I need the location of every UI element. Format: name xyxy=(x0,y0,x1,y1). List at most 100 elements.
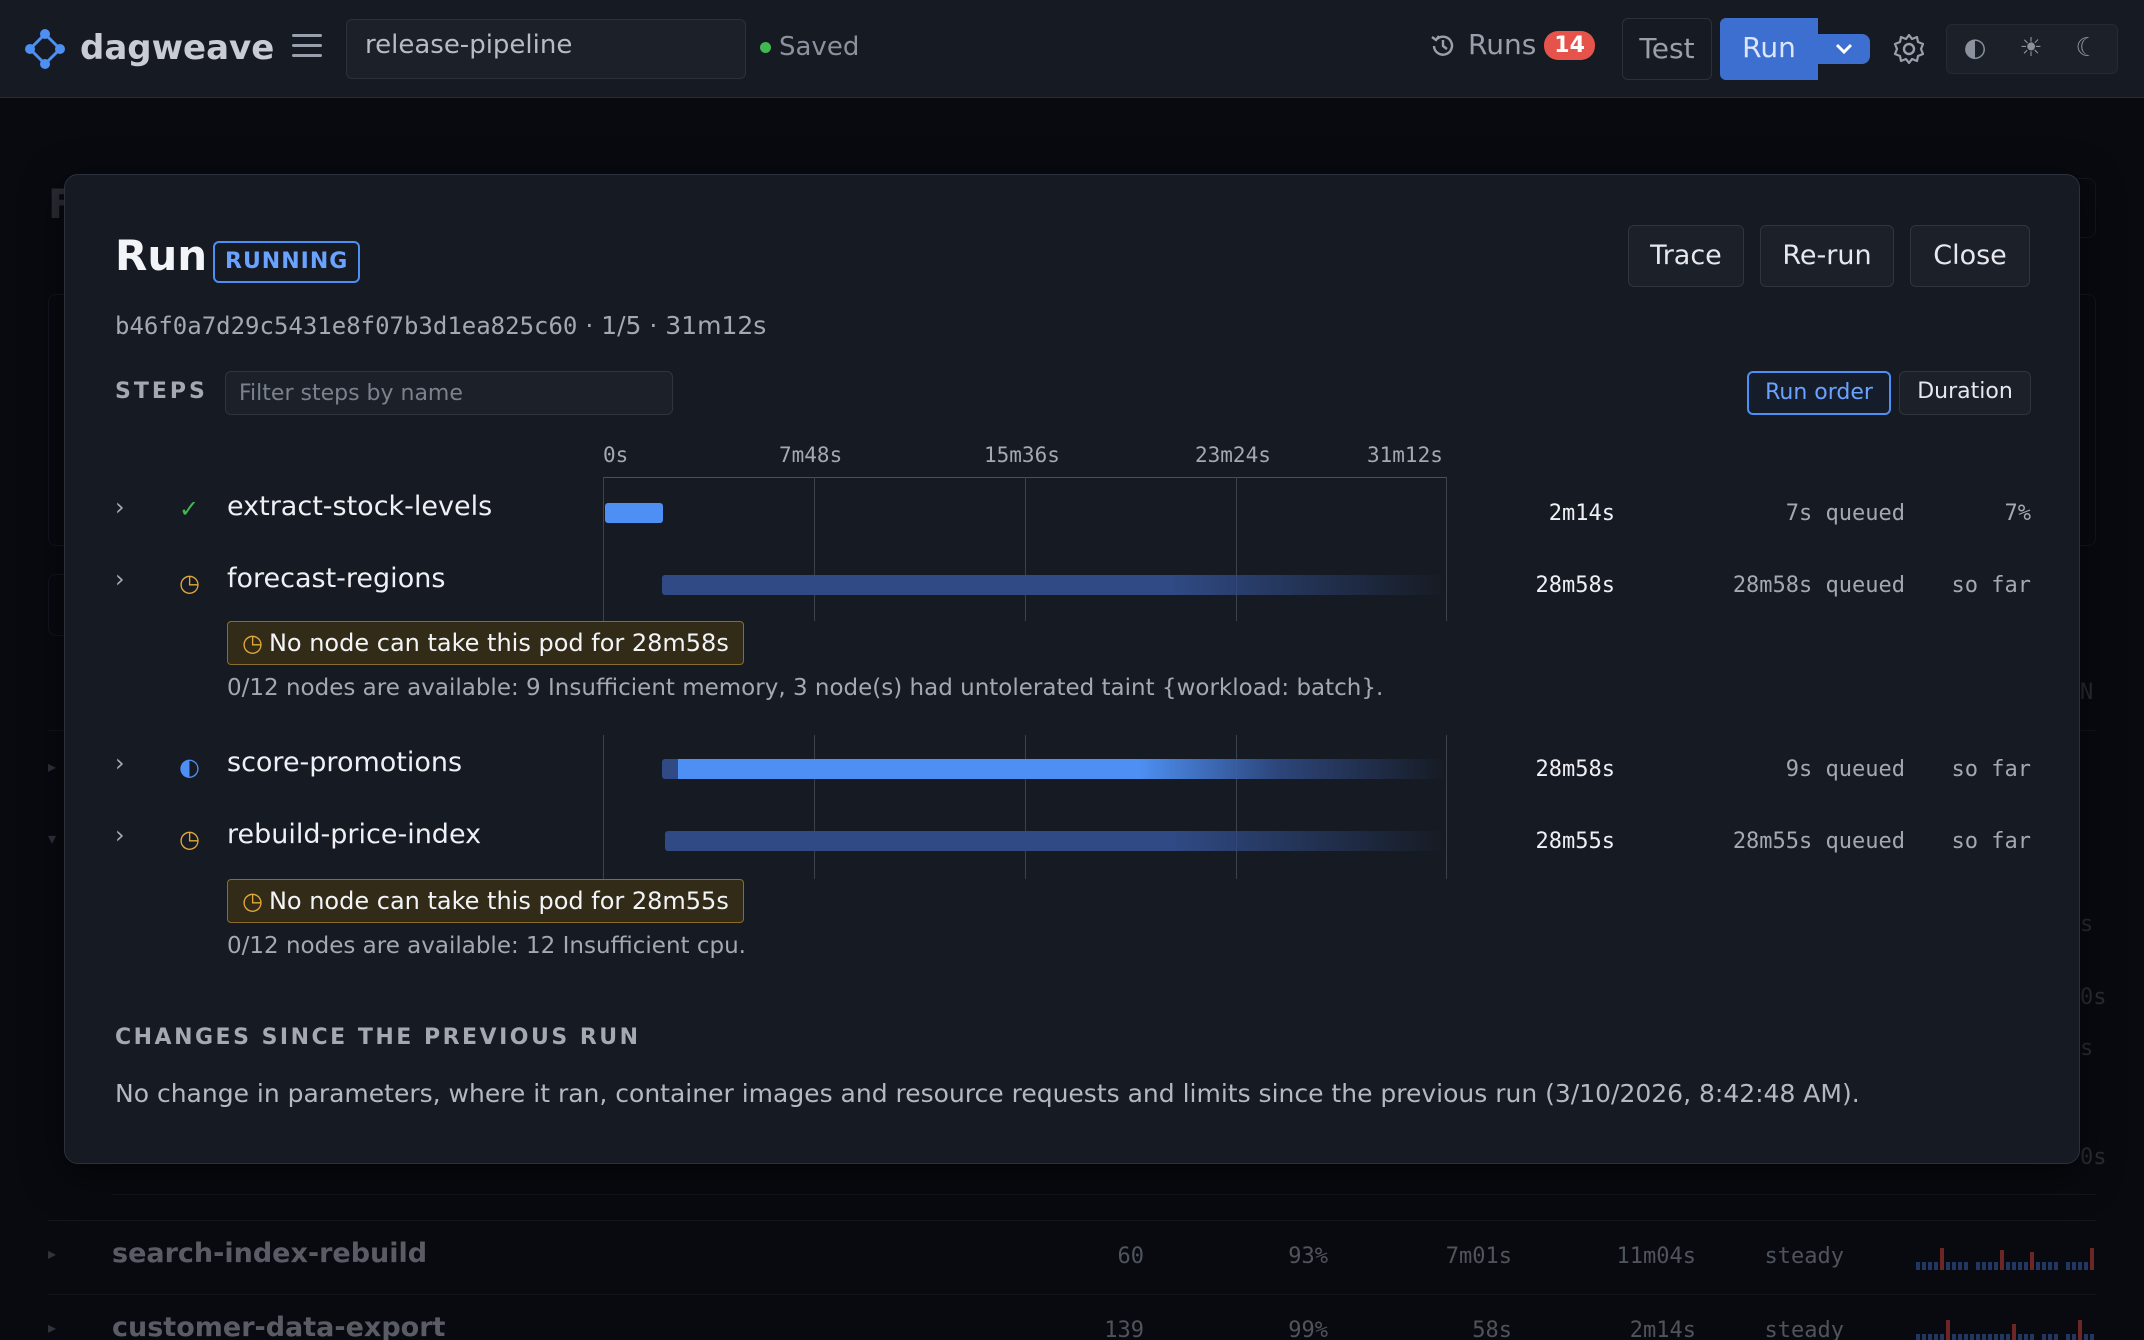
table-cell-p50: 7m01s xyxy=(1445,1244,1512,1269)
row-divider xyxy=(48,1294,2096,1295)
grid-line xyxy=(1025,735,1026,879)
run-id[interactable]: b46f0a7d29c5431e8f07b3d1ea825c60 xyxy=(115,312,578,340)
clock-icon: ◷ xyxy=(179,825,200,853)
grid-line xyxy=(814,735,815,879)
step-duration: 28m55s xyxy=(1535,829,1615,854)
check-icon: ✓ xyxy=(179,495,200,523)
theme-switcher: ◐ ☀ ☾ xyxy=(1946,24,2118,74)
step-share: 7% xyxy=(2004,501,2032,526)
expand-caret-icon[interactable]: ▸ xyxy=(48,1318,57,1337)
expand-step-icon[interactable]: › xyxy=(115,749,125,777)
grid-line xyxy=(1236,477,1237,621)
run-status-badge: RUNNING xyxy=(213,241,361,283)
step-queued: 28m55s queued xyxy=(1732,829,1905,854)
step-duration: 28m58s xyxy=(1535,757,1615,782)
changes-text: No change in parameters, where it ran, c… xyxy=(115,1079,1860,1108)
pipeline-name-input[interactable]: release-pipeline xyxy=(346,19,746,79)
scheduling-warning: ◷ No node can take this pod for 28m55s xyxy=(227,879,744,923)
step-name[interactable]: rebuild-price-index xyxy=(227,819,482,850)
step-share: so far xyxy=(1951,829,2031,854)
clock-icon: ◷ xyxy=(179,569,200,597)
table-cell-trend: steady xyxy=(1764,1244,1844,1269)
run-button[interactable]: Run xyxy=(1720,18,1818,80)
clock-icon: ◷ xyxy=(242,629,263,657)
brand-name[interactable]: dagweave xyxy=(80,28,275,68)
step-filter-input[interactable] xyxy=(225,371,673,415)
run-options-button[interactable] xyxy=(1818,34,1870,64)
expand-step-icon[interactable]: › xyxy=(115,493,125,521)
grid-line xyxy=(603,735,604,879)
table-cell-p95: 2m14s xyxy=(1629,1318,1696,1340)
sort-run-order-button[interactable]: Run order xyxy=(1747,371,1891,415)
row-divider xyxy=(112,1194,2096,1195)
logo-icon[interactable] xyxy=(24,28,66,70)
cell-fragment: s xyxy=(2080,1036,2094,1061)
axis-tick-label: 15m36s xyxy=(984,443,1060,467)
top-bar: dagweave release-pipeline Saved Runs 14 T… xyxy=(0,0,2144,98)
table-cell-p50: 58s xyxy=(1472,1318,1512,1340)
rerun-button[interactable]: Re-run xyxy=(1760,225,1894,287)
grid-line xyxy=(1446,735,1447,879)
warning-detail: 0/12 nodes are available: 9 Insufficient… xyxy=(227,675,1384,701)
axis-tick-label: 31m12s xyxy=(1367,443,1443,467)
trace-button[interactable]: Trace xyxy=(1628,225,1744,287)
step-name[interactable]: forecast-regions xyxy=(227,563,446,594)
dark-theme-icon[interactable]: ☾ xyxy=(2075,33,2099,63)
grid-line xyxy=(1446,477,1447,621)
axis-tick-label: 0s xyxy=(603,443,629,467)
gear-icon[interactable] xyxy=(1892,32,1926,66)
run-meta: b46f0a7d29c5431e8f07b3d1ea825c60 · 1/5 ·… xyxy=(115,311,766,340)
scheduling-warning: ◷ No node can take this pod for 28m58s xyxy=(227,621,744,665)
table-row-name[interactable]: search-index-rebuild xyxy=(112,1238,428,1269)
runs-count-badge: 14 xyxy=(1544,31,1595,60)
table-cell-success: 93% xyxy=(1288,1244,1328,1269)
table-cell-runs: 60 xyxy=(1117,1244,1145,1269)
step-share: so far xyxy=(1951,573,2031,598)
expand-step-icon[interactable]: › xyxy=(115,821,125,849)
step-name[interactable]: score-promotions xyxy=(227,747,463,778)
table-cell-p95: 11m04s xyxy=(1616,1244,1696,1269)
collapse-caret-icon[interactable]: ▾ xyxy=(48,829,57,848)
step-running-bar xyxy=(678,759,1447,779)
step-share: so far xyxy=(1951,757,2031,782)
save-status-label: Saved xyxy=(779,32,860,62)
table-row-name[interactable]: customer-data-export xyxy=(112,1312,446,1340)
duration-sparkline xyxy=(1916,1320,2094,1340)
step-duration-bar xyxy=(605,503,663,523)
step-queued-bar xyxy=(662,759,678,779)
half-circle-icon: ◐ xyxy=(179,753,200,781)
expand-caret-icon[interactable]: ▸ xyxy=(48,1244,57,1263)
step-duration: 2m14s xyxy=(1548,501,1615,526)
warning-text: No node can take this pod for 28m58s xyxy=(268,629,729,657)
table-cell-success: 99% xyxy=(1288,1318,1328,1340)
test-button[interactable]: Test xyxy=(1622,18,1712,80)
grid-line xyxy=(1025,477,1026,621)
close-button[interactable]: Close xyxy=(1910,225,2030,287)
menu-icon[interactable] xyxy=(292,34,322,62)
run-details-modal: Run RUNNING Trace Re-run Close b46f0a7d2… xyxy=(64,174,2080,1164)
expand-step-icon[interactable]: › xyxy=(115,565,125,593)
step-queued: 7s queued xyxy=(1785,501,1905,526)
changes-heading: CHANGES SINCE THE PREVIOUS RUN xyxy=(115,1025,641,1050)
step-queued: 9s queued xyxy=(1785,757,1905,782)
step-queued-bar xyxy=(665,831,1447,851)
step-name[interactable]: extract-stock-levels xyxy=(227,491,493,522)
sort-duration-button[interactable]: Duration xyxy=(1899,371,2031,415)
step-queued-bar xyxy=(662,575,1447,595)
run-progress-duration: · 1/5 · 31m12s xyxy=(577,311,767,340)
steps-heading: STEPS xyxy=(115,379,208,404)
modal-title: Run xyxy=(115,231,208,280)
cell-fragment: 0s xyxy=(2080,985,2107,1010)
grid-line xyxy=(1236,735,1237,879)
axis-tick-label: 23m24s xyxy=(1195,443,1271,467)
light-theme-icon[interactable]: ☀ xyxy=(2019,33,2043,63)
runs-button[interactable]: Runs 14 xyxy=(1428,28,1595,68)
grid-line xyxy=(603,477,604,621)
grid-line xyxy=(814,477,815,621)
warning-text: No node can take this pod for 28m55s xyxy=(268,887,729,915)
expand-caret-icon[interactable]: ▸ xyxy=(48,757,57,776)
chevron-down-icon xyxy=(1835,43,1853,55)
table-cell-runs: 139 xyxy=(1104,1318,1144,1340)
auto-theme-icon[interactable]: ◐ xyxy=(1963,33,1987,63)
step-queued: 28m58s queued xyxy=(1732,573,1905,598)
